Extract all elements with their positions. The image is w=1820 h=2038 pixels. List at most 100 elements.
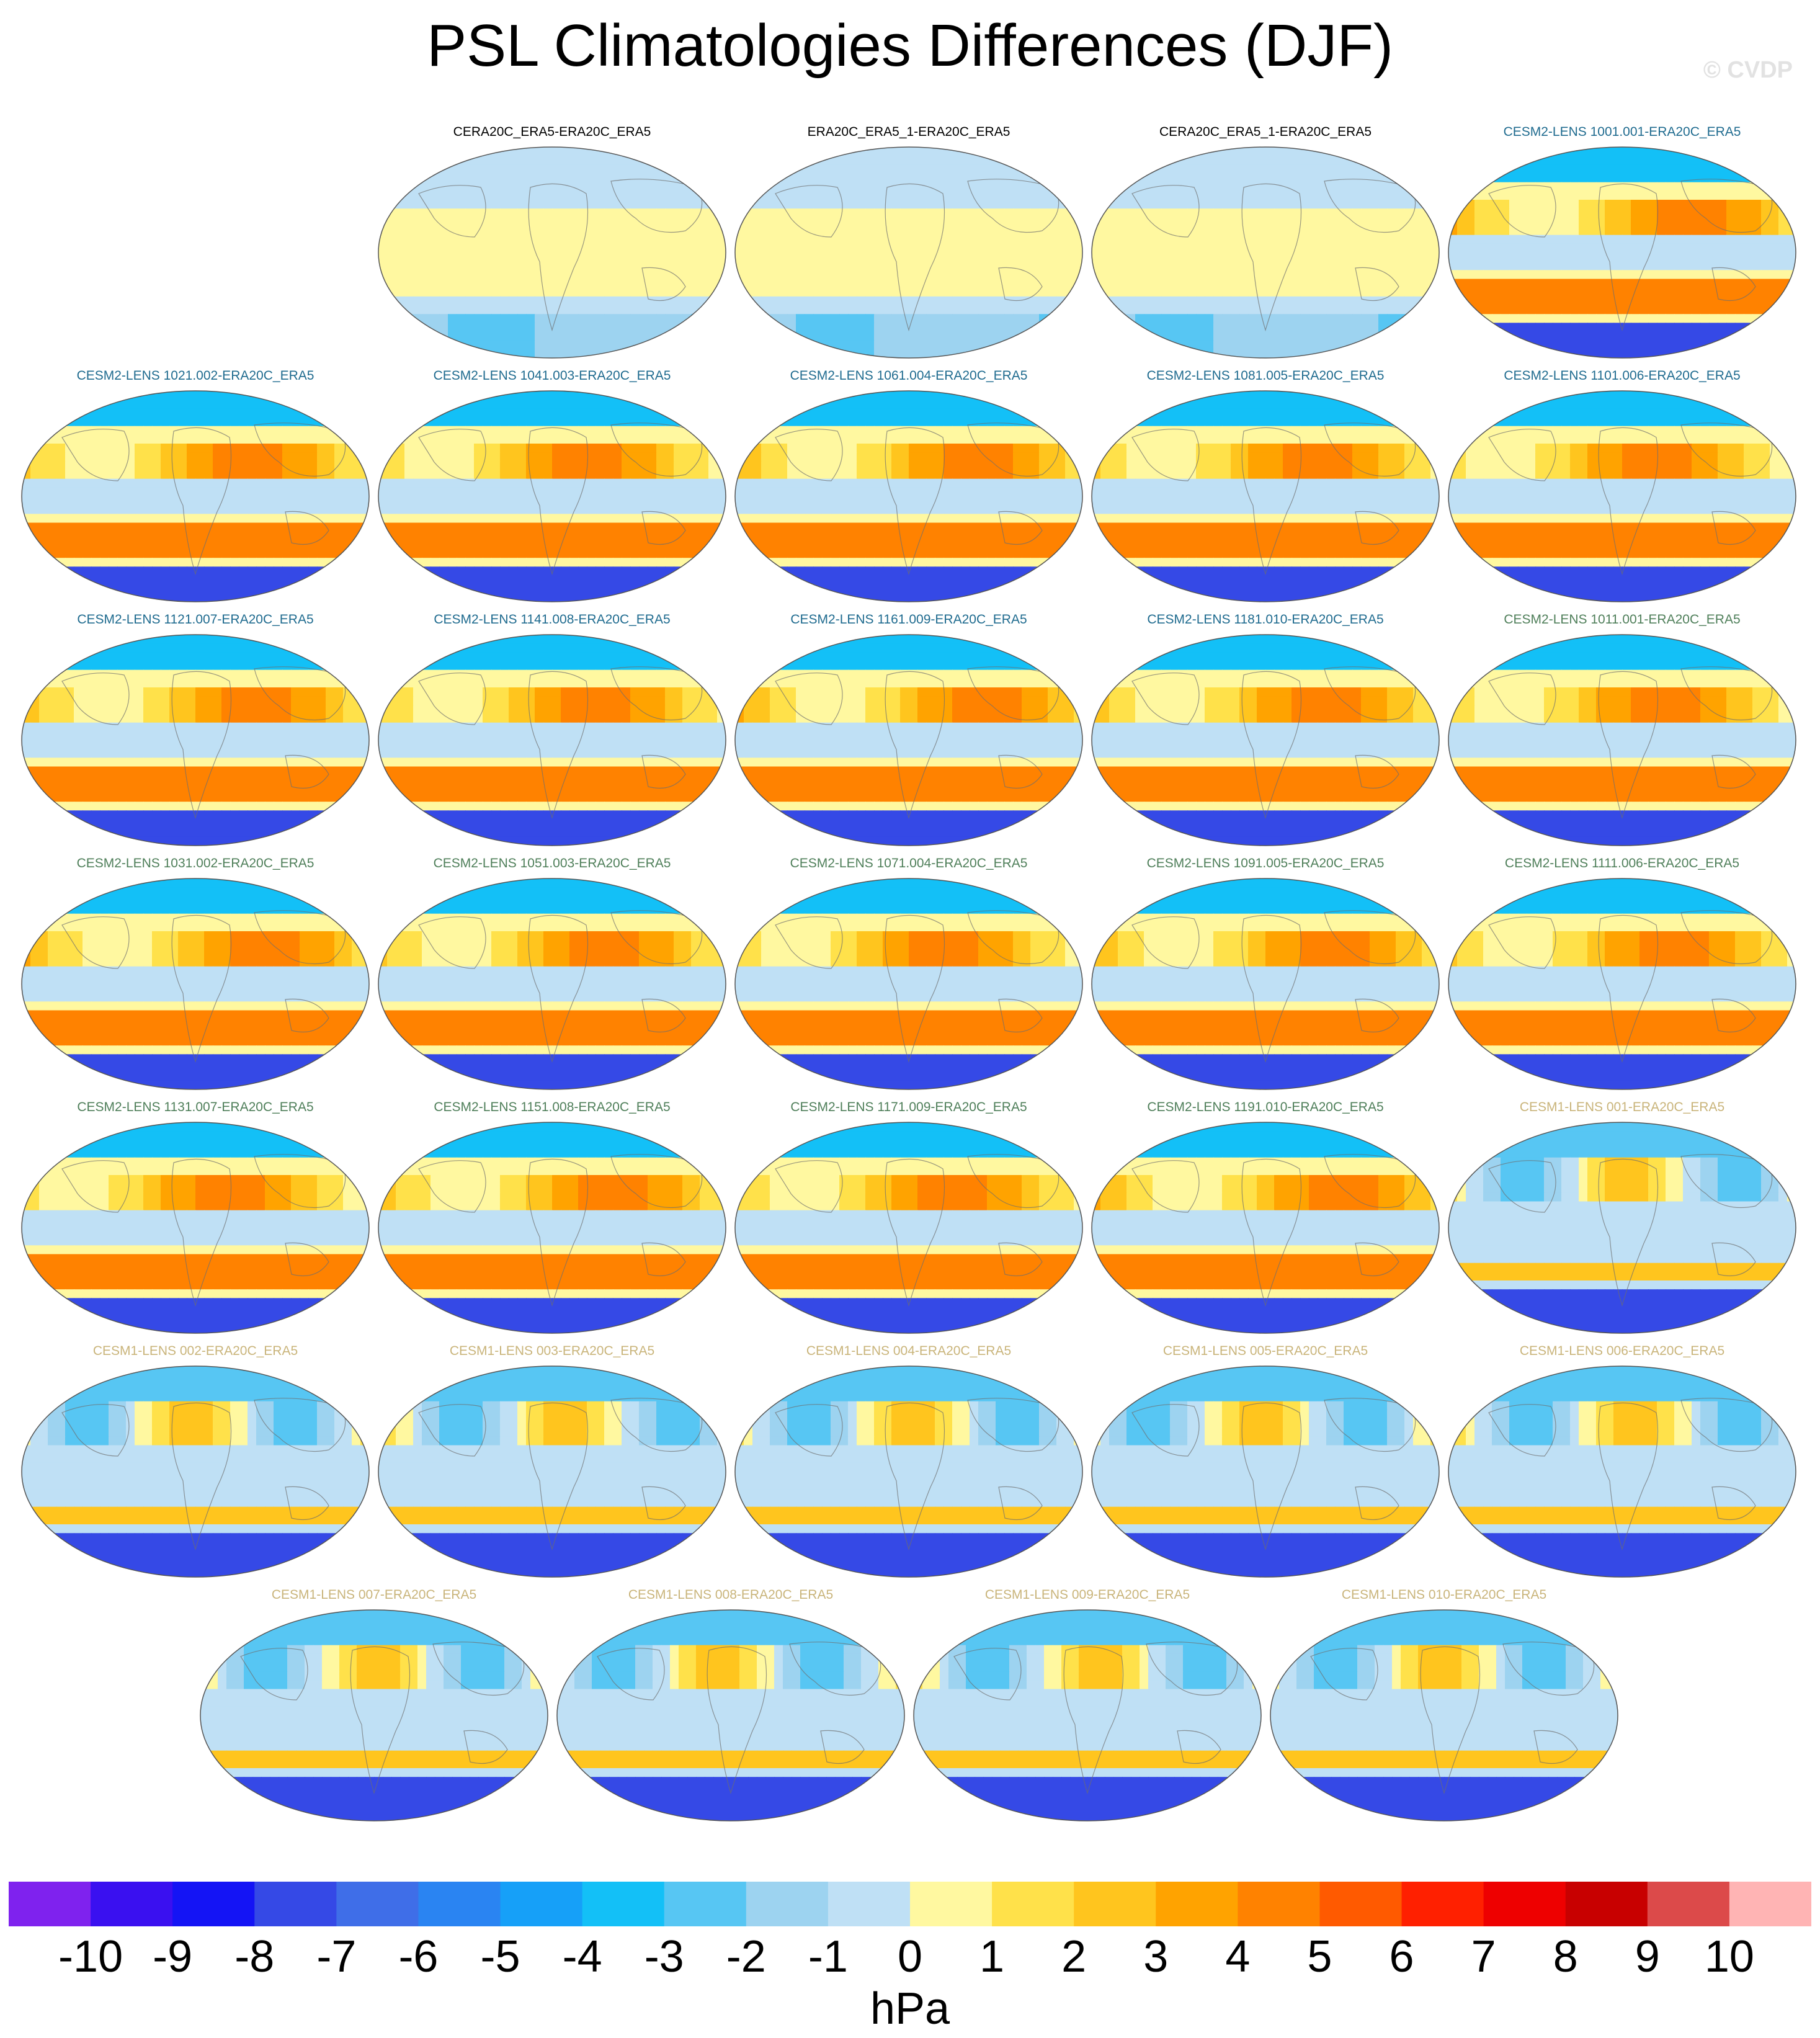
panel-title: CESM1-LENS 001-ERA20C_ERA5: [1445, 1099, 1799, 1115]
map-panel: CESM2-LENS 1191.010-ERA20C_ERA5: [1089, 1099, 1442, 1338]
map-panel: CESM2-LENS 1021.002-ERA20C_ERA5: [19, 368, 372, 607]
colorbar-tick-label: 8: [1553, 1934, 1578, 1979]
map-field: [556, 1609, 905, 1821]
colorbar: [9, 1882, 1811, 1926]
map-panel: CESM1-LENS 006-ERA20C_ERA5: [1445, 1343, 1799, 1582]
colorbar-tick-label: -5: [481, 1934, 520, 1979]
map-field: [21, 1365, 370, 1578]
panel-title: CESM2-LENS 1051.003-ERA20C_ERA5: [375, 856, 729, 872]
panel-title: CESM2-LENS 1041.003-ERA20C_ERA5: [375, 368, 729, 384]
colorbar-tick-label: 0: [898, 1934, 922, 1979]
colorbar-tick-label: -7: [316, 1934, 356, 1979]
colorbar-swatch: [992, 1882, 1074, 1926]
map-field: [378, 878, 726, 1090]
map-field: [1091, 390, 1440, 602]
colorbar-swatch: [827, 1882, 911, 1926]
colorbar-swatch: [1483, 1882, 1566, 1926]
colorbar-tick-label: 4: [1225, 1934, 1250, 1979]
map-panel: CESM2-LENS 1071.004-ERA20C_ERA5: [732, 856, 1086, 1094]
map-panel: CESM2-LENS 1151.008-ERA20C_ERA5: [375, 1099, 729, 1338]
map-field: [1448, 146, 1796, 359]
map-field: [200, 1609, 548, 1821]
colorbar-tick-label: -9: [153, 1934, 192, 1979]
map-panel: CESM2-LENS 1081.005-ERA20C_ERA5: [1089, 368, 1442, 607]
map-panel: CERA20C_ERA5_1-ERA20C_ERA5: [1089, 124, 1442, 363]
colorbar-tick-label: 7: [1471, 1934, 1496, 1979]
panel-title: CESM1-LENS 010-ERA20C_ERA5: [1267, 1587, 1621, 1603]
colorbar-units: hPa: [0, 1987, 1820, 2031]
colorbar-swatch: [1074, 1882, 1156, 1926]
colorbar-swatch: [1565, 1882, 1648, 1926]
map-panel: CESM1-LENS 005-ERA20C_ERA5: [1089, 1343, 1442, 1582]
colorbar-swatch: [1401, 1882, 1484, 1926]
panel-title: ERA20C_ERA5_1-ERA20C_ERA5: [732, 124, 1086, 140]
map-field: [21, 1122, 370, 1334]
map-field: [1448, 390, 1796, 602]
colorbar-swatch: [664, 1882, 747, 1926]
map-field: [734, 390, 1083, 602]
map-field: [378, 390, 726, 602]
map-panel: CESM2-LENS 1171.009-ERA20C_ERA5: [732, 1099, 1086, 1338]
map-panel: CESM2-LENS 1111.006-ERA20C_ERA5: [1445, 856, 1799, 1094]
map-field: [1448, 878, 1796, 1090]
colorbar-tick-label: 5: [1307, 1934, 1332, 1979]
panel-title: CESM2-LENS 1151.008-ERA20C_ERA5: [375, 1099, 729, 1115]
map-panel: CESM1-LENS 001-ERA20C_ERA5: [1445, 1099, 1799, 1338]
panel-title: CERA20C_ERA5_1-ERA20C_ERA5: [1089, 124, 1442, 140]
map-panel: ERA20C_ERA5_1-ERA20C_ERA5: [732, 124, 1086, 363]
panel-title: CESM2-LENS 1131.007-ERA20C_ERA5: [19, 1099, 372, 1115]
map-panel: CESM2-LENS 1101.006-ERA20C_ERA5: [1445, 368, 1799, 607]
colorbar-tick-label: 1: [979, 1934, 1004, 1979]
panel-title: CESM1-LENS 002-ERA20C_ERA5: [19, 1343, 372, 1359]
map-field: [1448, 634, 1796, 846]
map-panel: CESM2-LENS 1121.007-ERA20C_ERA5: [19, 612, 372, 851]
map-field: [378, 1122, 726, 1334]
map-panel: CESM1-LENS 008-ERA20C_ERA5: [554, 1587, 908, 1826]
panel-title: CESM2-LENS 1001.001-ERA20C_ERA5: [1445, 124, 1799, 140]
panel-title: CESM2-LENS 1111.006-ERA20C_ERA5: [1445, 856, 1799, 872]
map-panel: CESM2-LENS 1141.008-ERA20C_ERA5: [375, 612, 729, 851]
map-field: [21, 390, 370, 602]
map-panel: CESM1-LENS 004-ERA20C_ERA5: [732, 1343, 1086, 1582]
colorbar-swatch: [336, 1882, 419, 1926]
map-field: [734, 1122, 1083, 1334]
panel-title: CESM2-LENS 1021.002-ERA20C_ERA5: [19, 368, 372, 384]
map-panels: CERA20C_ERA5-ERA20C_ERA5 ERA20C_ERA5_1-ER…: [19, 124, 1799, 1826]
colorbar-tick-label: 3: [1143, 1934, 1168, 1979]
figure-title: PSL Climatologies Differences (DJF): [0, 10, 1820, 81]
colorbar-tick-label: 10: [1705, 1934, 1754, 1979]
colorbar-tick-label: -4: [563, 1934, 602, 1979]
colorbar-swatch: [746, 1882, 829, 1926]
map-field: [734, 146, 1083, 359]
colorbar-swatch: [1729, 1882, 1811, 1926]
map-field: [21, 878, 370, 1090]
colorbar-swatch: [500, 1882, 583, 1926]
colorbar-tick-label: 9: [1635, 1934, 1660, 1979]
map-field: [734, 634, 1083, 846]
colorbar-swatch: [1319, 1882, 1403, 1926]
panel-title: CESM1-LENS 008-ERA20C_ERA5: [554, 1587, 908, 1603]
map-panel: CESM2-LENS 1091.005-ERA20C_ERA5: [1089, 856, 1442, 1094]
map-panel: CESM1-LENS 007-ERA20C_ERA5: [197, 1587, 551, 1826]
colorbar-tick-label: 2: [1061, 1934, 1086, 1979]
panel-title: CESM2-LENS 1061.004-ERA20C_ERA5: [732, 368, 1086, 384]
map-field: [21, 634, 370, 846]
map-field: [1091, 146, 1440, 359]
map-field: [1091, 1365, 1440, 1578]
colorbar-tick-label: 6: [1390, 1934, 1414, 1979]
colorbar-tick-label: -1: [808, 1934, 848, 1979]
panel-title: CESM1-LENS 003-ERA20C_ERA5: [375, 1343, 729, 1359]
map-field: [378, 146, 726, 359]
panel-title: CESM1-LENS 006-ERA20C_ERA5: [1445, 1343, 1799, 1359]
map-panel: CESM1-LENS 002-ERA20C_ERA5: [19, 1343, 372, 1582]
map-panel: CERA20C_ERA5-ERA20C_ERA5: [375, 124, 729, 363]
map-field: [1091, 1122, 1440, 1334]
map-field: [1091, 634, 1440, 846]
colorbar-swatch: [1156, 1882, 1238, 1926]
map-field: [378, 634, 726, 846]
colorbar-tick-label: -6: [398, 1934, 438, 1979]
panel-title: CESM2-LENS 1081.005-ERA20C_ERA5: [1089, 368, 1442, 384]
map-field: [378, 1365, 726, 1578]
colorbar-swatch: [582, 1882, 665, 1926]
map-field: [913, 1609, 1262, 1821]
